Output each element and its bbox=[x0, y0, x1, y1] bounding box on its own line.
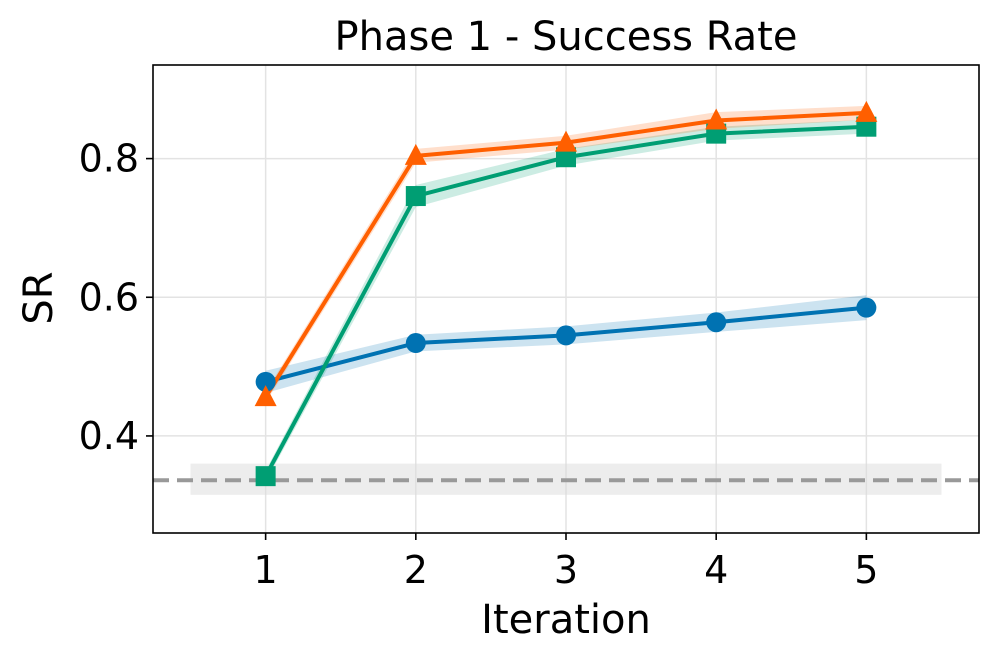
orange-triangle-marker-4 bbox=[705, 108, 728, 130]
y-tick-label-0.6: 0.6 bbox=[79, 275, 139, 319]
y-tick-label-0.8: 0.8 bbox=[79, 137, 139, 181]
orange-triangle-marker-3 bbox=[555, 130, 577, 152]
x-tick-label-3: 3 bbox=[554, 548, 578, 592]
series-markers bbox=[254, 100, 878, 487]
orange-triangle-marker-2 bbox=[404, 143, 427, 165]
blue-circle-marker-3 bbox=[556, 325, 576, 346]
x-axis-ticks: 1 2 3 4 5 bbox=[254, 533, 878, 592]
x-tick-label-5: 5 bbox=[854, 548, 878, 592]
y-axis-ticks: 0.4 0.6 0.8 bbox=[79, 137, 153, 458]
blue-circle-marker-2 bbox=[405, 333, 426, 354]
chart-title: Phase 1 - Success Rate bbox=[335, 14, 798, 60]
green-square-marker-2 bbox=[405, 186, 426, 207]
y-tick-label-0.4: 0.4 bbox=[79, 414, 139, 458]
orange-triangle-marker-5 bbox=[855, 100, 878, 122]
x-tick-label-1: 1 bbox=[254, 548, 278, 592]
orange-triangle-marker-1 bbox=[254, 385, 277, 407]
x-axis-label: Iteration bbox=[481, 597, 651, 643]
x-tick-label-4: 4 bbox=[704, 548, 728, 592]
blue-circle-marker-4 bbox=[706, 312, 727, 333]
y-axis-label: SR bbox=[16, 271, 62, 324]
blue-circle-marker-1 bbox=[255, 371, 276, 392]
green-square-marker-3 bbox=[556, 147, 576, 168]
baseline-group bbox=[153, 463, 979, 495]
x-tick-label-2: 2 bbox=[404, 548, 428, 592]
green-square-marker-1 bbox=[255, 466, 276, 487]
blue-circle-marker-5 bbox=[856, 297, 877, 318]
